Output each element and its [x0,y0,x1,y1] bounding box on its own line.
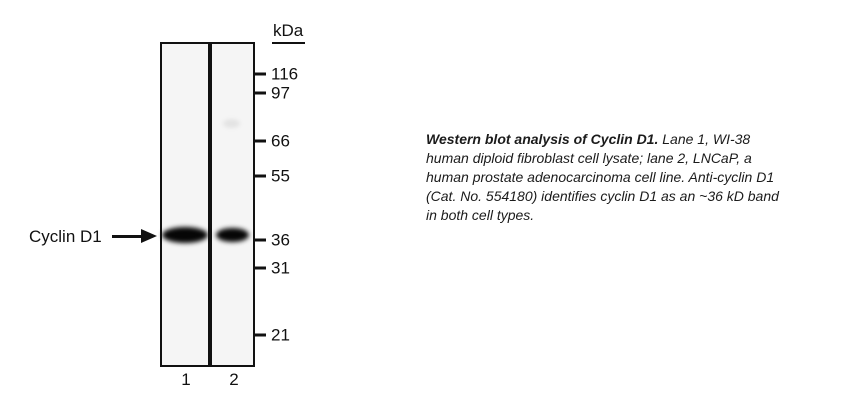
tick-mark [253,174,266,178]
figure-caption: Western blot analysis of Cyclin D1. Lane… [426,130,780,225]
marker-row-66: 66 [253,133,290,150]
lane-number-2: 2 [229,370,239,389]
caption-title: Western blot analysis of Cyclin D1. [426,131,659,147]
marker-row-55: 55 [253,168,290,185]
marker-label: 55 [271,166,290,186]
marker-label: 36 [271,230,290,250]
tick-mark [253,333,266,337]
marker-row-97: 97 [253,85,290,102]
band-lane-2 [216,228,249,242]
tick-mark [253,238,266,242]
marker-row-116: 116 [253,66,298,83]
marker-label: 31 [271,258,290,278]
kda-unit-label: kDa [272,21,306,44]
faint-background-smudge [223,119,240,128]
marker-row-31: 31 [253,260,290,277]
tick-mark [253,139,266,143]
marker-label: 97 [271,83,290,103]
arrow-shaft [112,235,143,238]
marker-row-36: 36 [253,232,290,249]
band-lane-1 [162,227,208,243]
lane-divider [208,44,212,365]
lane-number-1: 1 [181,370,191,389]
marker-label: 66 [271,131,290,151]
marker-label: 116 [271,64,299,84]
tick-mark [253,72,266,76]
band-label: Cyclin D1 [29,227,102,246]
caption-body: Lane 1, WI-38 human diploid fibroblast c… [426,131,779,223]
marker-label: 21 [271,325,290,345]
arrow-right-icon [141,229,157,243]
tick-mark [253,91,266,95]
gel-panel [160,42,255,367]
tick-mark [253,266,266,270]
marker-row-21: 21 [253,327,290,344]
